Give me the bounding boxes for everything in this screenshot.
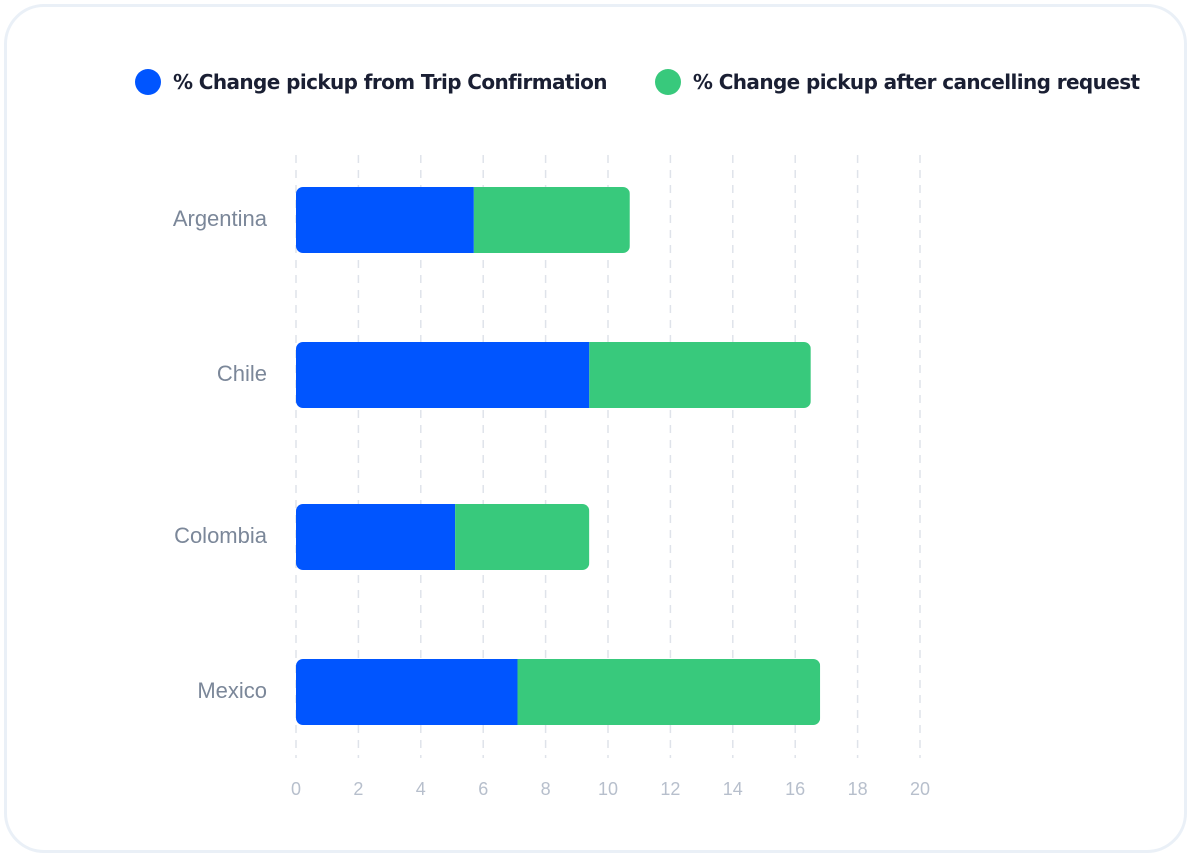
x-tick-label: 8 <box>541 779 551 799</box>
bar-segment-after-cancelling <box>517 659 821 725</box>
bar-group <box>296 504 590 570</box>
legend-item-after-cancelling: % Change pickup after cancelling request <box>654 69 1140 95</box>
legend-item-trip-confirmation: % Change pickup from Trip Confirmation <box>135 69 608 95</box>
category-label: Argentina <box>173 206 268 231</box>
bar-segment-after-cancelling <box>455 504 590 570</box>
bar-segment-after-cancelling <box>473 187 630 253</box>
x-tick-label: 4 <box>416 779 426 799</box>
bar-group <box>296 342 811 408</box>
bar-group <box>296 659 821 725</box>
bar-segment-trip-confirmation <box>296 659 518 725</box>
x-tick-label: 12 <box>660 779 680 799</box>
x-tick-label: 2 <box>353 779 363 799</box>
x-tick-label: 20 <box>910 779 930 799</box>
legend-label-after-cancelling: % Change pickup after cancelling request <box>692 70 1140 94</box>
bar-segment-trip-confirmation <box>296 342 590 408</box>
x-tick-label: 0 <box>291 779 301 799</box>
category-label: Mexico <box>197 678 267 703</box>
x-tick-label: 14 <box>723 779 743 799</box>
category-label: Chile <box>217 361 267 386</box>
bar-segment-trip-confirmation <box>296 504 456 570</box>
x-tick-label: 16 <box>785 779 805 799</box>
legend-swatch-after-cancelling <box>654 69 681 95</box>
bar-segment-after-cancelling <box>589 342 811 408</box>
category-label: Colombia <box>174 523 268 548</box>
bar-segment-trip-confirmation <box>296 187 474 253</box>
legend: % Change pickup from Trip Confirmation %… <box>135 65 1140 99</box>
bar-group <box>296 187 630 253</box>
legend-label-trip-confirmation: % Change pickup from Trip Confirmation <box>173 70 608 94</box>
x-tick-label: 10 <box>598 779 618 799</box>
x-tick-label: 18 <box>848 779 868 799</box>
legend-swatch-trip-confirmation <box>135 69 161 95</box>
x-tick-label: 6 <box>478 779 488 799</box>
